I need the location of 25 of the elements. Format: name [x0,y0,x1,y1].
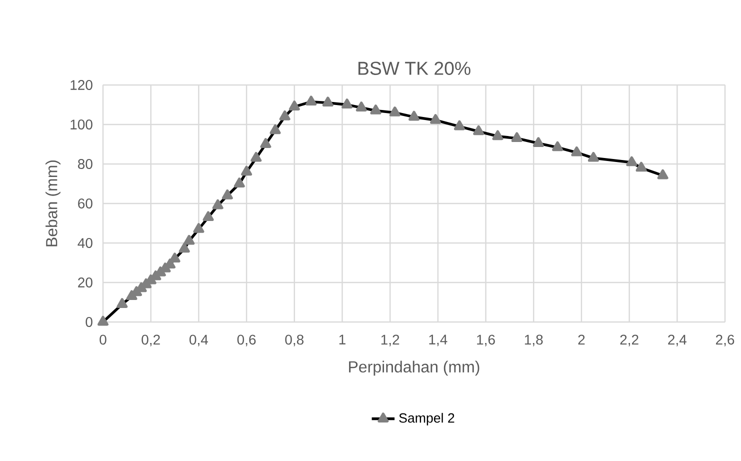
x-tick-label: 1,2 [381,334,400,346]
y-tick-label: 0 [86,317,92,327]
x-tick-label: 0,6 [237,334,256,346]
x-tick-label: 2,6 [716,334,734,346]
x-axis-title: Perpindahan (mm) [349,360,480,376]
x-tick-label: 0,8 [285,334,304,346]
y-axis-title: Beban (mm) [46,160,60,246]
y-tick-label: 120 [70,80,92,90]
x-tick-label: 1,4 [429,334,448,346]
y-tick-label: 100 [70,120,92,130]
y-tick-label: 60 [78,198,92,208]
x-tick-label: 0,4 [190,334,208,346]
x-tick-label: 2,2 [620,334,638,346]
y-tick-label: 40 [78,238,92,248]
y-tick-label: 20 [78,278,92,288]
x-tick-label: 1,8 [524,334,543,346]
x-tick-label: 2,4 [668,334,686,346]
x-tick-label: 2 [578,334,585,344]
x-tick-label: 1,6 [477,334,495,346]
x-tick-label: 0 [100,334,106,345]
x-tick-label: 1 [339,334,346,344]
legend-label: Sampel 2 [399,412,454,426]
x-tick-label: 0,2 [142,334,160,346]
y-tick-label: 80 [78,159,92,169]
chart-title: BSW TK 20% [358,62,470,75]
